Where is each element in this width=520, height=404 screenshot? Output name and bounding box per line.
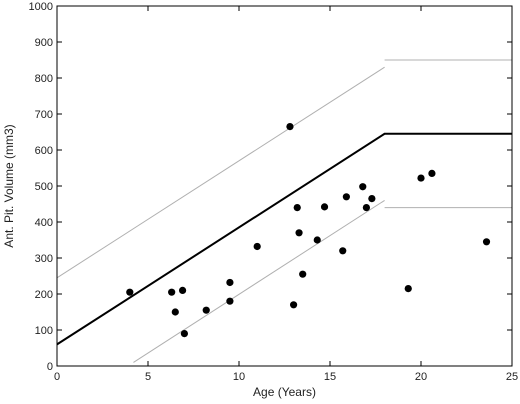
data-point-9 (286, 123, 294, 131)
y-tick-label-5: 500 (35, 181, 53, 193)
data-point-0 (126, 288, 134, 296)
x-axis-ticks: 0 5 10 15 20 25 (54, 6, 518, 383)
y-tick-label-9: 900 (35, 37, 53, 49)
y-axis-label: Ant. Pit. Volume (mm3) (2, 124, 16, 247)
data-point-7 (226, 297, 234, 305)
x-tick-label-4: 20 (415, 371, 427, 383)
data-point-23 (428, 169, 436, 177)
data-point-14 (313, 236, 321, 244)
x-tick-label-2: 10 (233, 371, 245, 383)
data-point-3 (178, 286, 187, 294)
data-point-10 (290, 301, 298, 309)
data-point-20 (368, 195, 376, 203)
data-point-21 (404, 285, 412, 293)
data-point-1 (168, 288, 176, 296)
data-point-19 (362, 204, 370, 212)
data-point-24 (482, 238, 491, 246)
y-tick-label-2: 200 (35, 289, 53, 301)
data-point-17 (342, 193, 350, 201)
x-tick-label-3: 15 (324, 371, 336, 383)
upper-bound-line-1 (56, 66, 385, 279)
data-point-18 (359, 183, 367, 191)
data-point-8 (253, 242, 261, 251)
y-tick-label-3: 300 (35, 253, 53, 265)
data-point-12 (295, 229, 303, 237)
data-point-2 (171, 308, 179, 316)
data-point-22 (417, 174, 425, 182)
x-axis-label: Age (Years) (253, 385, 316, 399)
mean-line-0 (56, 132, 512, 346)
data-point-6 (226, 278, 234, 287)
y-tick-label-4: 400 (35, 217, 53, 229)
y-tick-label-10: 1000 (29, 1, 53, 13)
y-axis-ticks: 0 100 200 300 400 500 600 700 800 900 1000 (29, 1, 512, 373)
lower-bound-line-3 (133, 199, 385, 363)
y-tick-label-6: 600 (35, 145, 53, 157)
x-tick-label-1: 5 (145, 371, 151, 383)
data-point-13 (299, 270, 307, 278)
data-point-11 (293, 204, 301, 212)
y-tick-label-0: 0 (47, 361, 53, 373)
x-tick-label-0: 0 (54, 371, 60, 383)
chart-lines (56, 59, 512, 363)
data-point-16 (339, 247, 347, 255)
y-tick-label-7: 700 (35, 109, 53, 121)
data-point-4 (180, 330, 188, 338)
chart-points (126, 123, 491, 338)
data-point-5 (202, 306, 210, 314)
y-tick-label-8: 800 (35, 73, 53, 85)
x-tick-label-5: 25 (506, 371, 518, 383)
y-tick-label-1: 100 (35, 325, 53, 337)
data-point-15 (320, 203, 329, 211)
